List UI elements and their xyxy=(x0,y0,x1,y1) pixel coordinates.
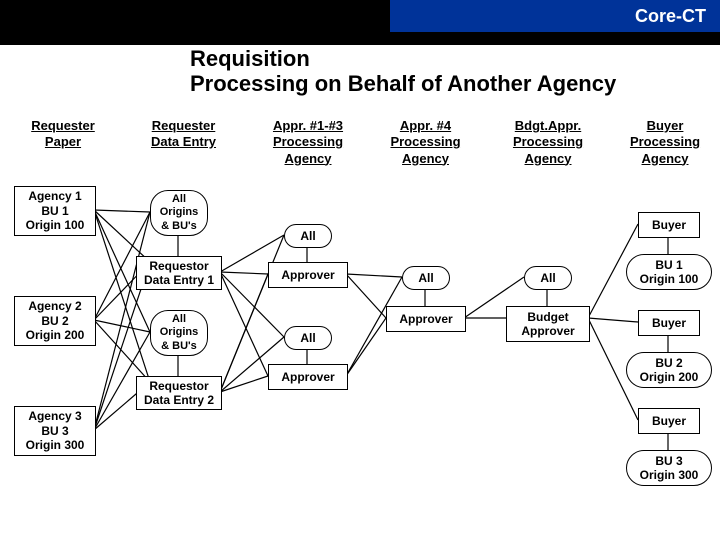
node-buy2: Buyer xyxy=(638,310,700,336)
brand-label: Core-CT xyxy=(635,6,706,27)
node-org2: AllOrigins& BU's xyxy=(150,310,208,356)
node-bu3: BU 3Origin 300 xyxy=(626,450,712,486)
node-ag1: Agency 1BU 1Origin 100 xyxy=(14,186,96,236)
node-bu1: BU 1Origin 100 xyxy=(626,254,712,290)
node-all5: All xyxy=(524,266,572,290)
node-all3a: All xyxy=(284,224,332,248)
node-buy3: Buyer xyxy=(638,408,700,434)
column-header-c1: RequesterPaper xyxy=(18,118,108,151)
node-all3b: All xyxy=(284,326,332,350)
node-org1: AllOrigins& BU's xyxy=(150,190,208,236)
node-bu2: BU 2Origin 200 xyxy=(626,352,712,388)
node-ag3: Agency 3BU 3Origin 300 xyxy=(14,406,96,456)
node-de1: RequestorData Entry 1 xyxy=(136,256,222,290)
node-de2: RequestorData Entry 2 xyxy=(136,376,222,410)
node-apr4: Approver xyxy=(386,306,466,332)
node-all4: All xyxy=(402,266,450,290)
column-header-c5: Bdgt.Appr.ProcessingAgency xyxy=(498,118,598,167)
header-black-bar xyxy=(0,0,720,45)
page-title: Requisition Processing on Behalf of Anot… xyxy=(190,46,710,97)
column-header-c3: Appr. #1-#3ProcessingAgency xyxy=(258,118,358,167)
node-bapr: BudgetApprover xyxy=(506,306,590,342)
node-apr3b: Approver xyxy=(268,364,348,390)
column-header-c2: RequesterData Entry xyxy=(136,118,231,151)
title-line1: Requisition xyxy=(190,46,310,71)
node-buy1: Buyer xyxy=(638,212,700,238)
diagram-stage: Core-CT Requisition Processing on Behalf… xyxy=(0,0,720,540)
node-apr3a: Approver xyxy=(268,262,348,288)
title-line2: Processing on Behalf of Another Agency xyxy=(190,71,616,96)
node-ag2: Agency 2BU 2Origin 200 xyxy=(14,296,96,346)
column-header-c4: Appr. #4ProcessingAgency xyxy=(378,118,473,167)
column-header-c6: BuyerProcessingAgency xyxy=(620,118,710,167)
